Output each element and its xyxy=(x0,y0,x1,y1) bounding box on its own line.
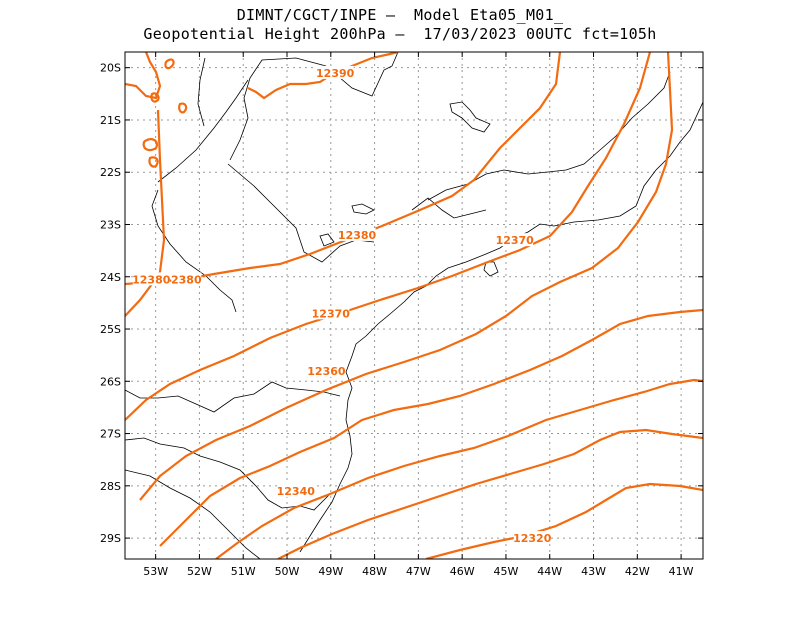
contour-label: 12380 xyxy=(338,229,377,242)
contour-label-bg xyxy=(338,227,376,241)
contour-12390-blob1 xyxy=(164,58,175,70)
lon-tick-label: 52W xyxy=(187,565,212,578)
contour-12390-left xyxy=(125,52,162,100)
border-ms-pr xyxy=(151,189,237,313)
lat-tick-label: 26S xyxy=(100,375,121,388)
contour-12390-blob2 xyxy=(150,92,160,103)
graticule xyxy=(125,52,703,559)
contour-label: 12360 xyxy=(307,365,346,378)
lake-outline xyxy=(449,101,491,133)
contour-label: 12380 xyxy=(132,273,171,286)
axis-tick-labels: 20S 21S 22S 23S 24S 25S 26S 27S 28S 29S 53W 52W 51W 5… xyxy=(100,62,694,578)
contour-12390-vertical xyxy=(125,109,166,317)
contour-label-bg xyxy=(312,306,350,320)
coastline-and-borders xyxy=(125,52,703,559)
contour-label: 12370 xyxy=(496,234,535,247)
contour-label-bg xyxy=(132,272,170,286)
lat-tick-label: 28S xyxy=(100,480,121,493)
lon-tick-label: 50W xyxy=(275,565,300,578)
lat-tick-label: 23S xyxy=(100,218,121,231)
contour-label: 12390 xyxy=(316,67,355,80)
lat-tick-label: 20S xyxy=(100,62,121,75)
lat-tick-label: 29S xyxy=(100,532,121,545)
contour-12390-blob3 xyxy=(178,102,188,114)
state-border-mg-rj xyxy=(427,71,671,201)
lon-tick-label: 42W xyxy=(625,565,650,578)
bay-outline xyxy=(319,233,335,247)
map-frame xyxy=(124,51,704,560)
contour-label-bg xyxy=(513,531,551,545)
contour-12340 xyxy=(215,378,703,559)
lon-tick-label: 43W xyxy=(581,565,606,578)
contour-label-bg xyxy=(277,484,315,498)
lon-tick-label: 53W xyxy=(143,565,168,578)
contour-label-bg xyxy=(316,65,354,79)
lat-tick-label: 27S xyxy=(100,428,121,441)
lon-tick-label: 45W xyxy=(494,565,519,578)
contour-12360 xyxy=(139,52,674,501)
contour-12320 xyxy=(425,482,703,559)
axis-ticks xyxy=(125,52,703,559)
state-border-ms-sp xyxy=(157,79,249,183)
contour-label: 12320 xyxy=(513,532,552,545)
contour-label: 12370 xyxy=(312,307,351,320)
lon-tick-label: 44W xyxy=(537,565,562,578)
contour-12390-main xyxy=(247,52,399,100)
state-border-sp-rj xyxy=(411,197,487,219)
lon-tick-label: 47W xyxy=(406,565,431,578)
contour-label: 2380 xyxy=(171,273,202,286)
contour-label: 12340 xyxy=(277,485,316,498)
lat-tick-label: 25S xyxy=(100,323,121,336)
geopotential-contours xyxy=(125,52,703,559)
lon-tick-label: 41W xyxy=(669,565,694,578)
state-border-sp-mg xyxy=(229,52,399,161)
contour-label-bg xyxy=(496,233,534,247)
map-title-line2: Geopotential Height 200hPa – 17/03/2023 … xyxy=(143,25,657,43)
state-border-pr-sp xyxy=(227,163,375,263)
state-border-pr-sc xyxy=(125,381,341,413)
contour-12390-blob4 xyxy=(142,138,158,152)
lon-tick-label: 48W xyxy=(362,565,387,578)
lat-tick-label: 22S xyxy=(100,166,121,179)
lon-tick-label: 49W xyxy=(318,565,343,578)
contour-12330 xyxy=(277,428,703,559)
lat-tick-label: 21S xyxy=(100,114,121,127)
island-outline xyxy=(483,261,499,277)
contour-12380 xyxy=(125,52,562,286)
map-title-line1: DIMNT/CGCT/INPE – Model Eta05_M01_ xyxy=(236,6,564,24)
contour-12390-blob5 xyxy=(148,156,159,168)
contour-label-bg xyxy=(171,272,202,286)
contour-label-bg xyxy=(307,363,345,377)
lon-tick-label: 51W xyxy=(231,565,256,578)
lagoon-outline xyxy=(351,203,375,215)
lon-tick-label: 46W xyxy=(450,565,475,578)
contour-12370 xyxy=(125,52,652,421)
lat-tick-label: 24S xyxy=(100,271,121,284)
contour-12350 xyxy=(159,308,703,547)
river-parana xyxy=(197,57,206,127)
